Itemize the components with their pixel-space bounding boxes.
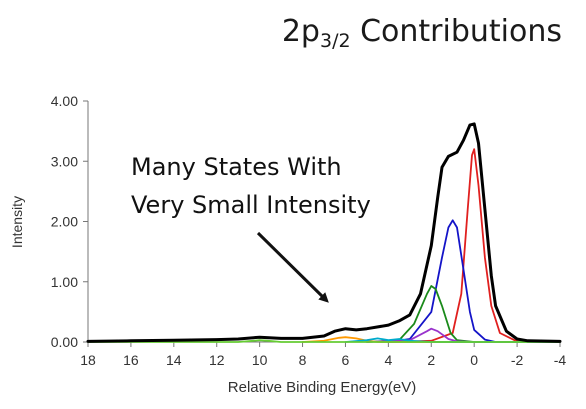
- y-axis-label: Intensity: [9, 196, 25, 248]
- x-tick-label: -2: [511, 352, 524, 368]
- y-tick-label: 1.00: [51, 274, 78, 290]
- y-tick-label: 0.00: [51, 334, 78, 350]
- annotation-text: Many States With Very Small Intensity: [131, 148, 371, 224]
- annotation-line-2: Very Small Intensity: [131, 191, 371, 219]
- x-tick-label: 18: [80, 352, 96, 368]
- x-tick-label: 12: [209, 352, 225, 368]
- x-tick-label: 0: [470, 352, 478, 368]
- x-tick-label: 6: [342, 352, 350, 368]
- series-line-component: [387, 148, 561, 343]
- series-layer: [86, 122, 562, 343]
- x-axis-label: Relative Binding Energy(eV): [228, 379, 416, 396]
- x-tick-label: 2: [427, 352, 435, 368]
- series-line-component: [387, 219, 561, 343]
- y-tick-label: 2.00: [51, 214, 78, 230]
- title-main: 2p: [281, 14, 320, 49]
- y-tick-label: 3.00: [51, 153, 78, 169]
- x-tick-label: 4: [384, 352, 392, 368]
- x-tick-label: 16: [123, 352, 139, 368]
- title-rest: Contributions: [350, 14, 562, 49]
- x-tick-label: 14: [166, 352, 182, 368]
- x-tick-label: 10: [252, 352, 268, 368]
- chart-title: 2p3/2 Contributions: [282, 14, 562, 52]
- axes: 0.00 1.00 2.00 3.00 4.00 18 16 14 12 10 8 6 4 2 0 -2 -4: [51, 93, 567, 368]
- annotation-arrow: [256, 231, 329, 303]
- x-tick-label: 8: [299, 352, 307, 368]
- annotation-line-1: Many States With: [131, 153, 342, 181]
- y-tick-label: 4.00: [51, 93, 78, 109]
- series-line-total: [86, 122, 562, 343]
- series-line-component: [365, 285, 561, 343]
- series-line-component: [87, 339, 561, 343]
- x-tick-label: -4: [554, 352, 567, 368]
- title-subscript: 3/2: [319, 30, 351, 52]
